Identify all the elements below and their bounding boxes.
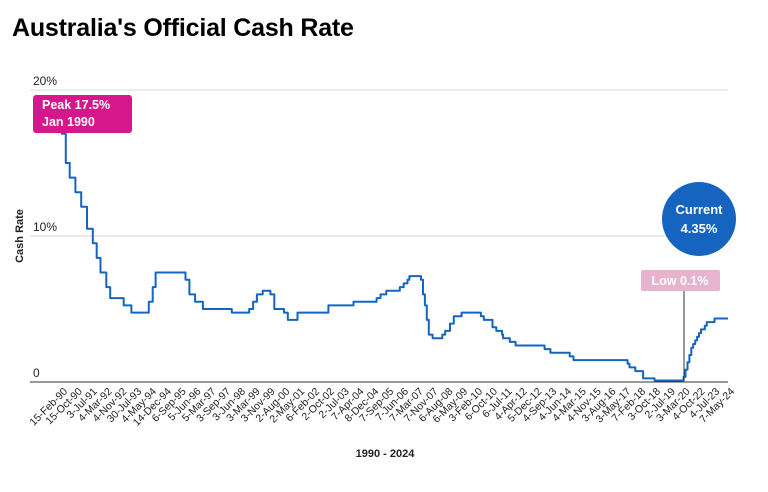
current-bubble-line1: Current [676, 202, 724, 217]
chart-title: Australia's Official Cash Rate [12, 14, 354, 42]
peak-callout: Peak 17.5% Jan 1990 [33, 95, 132, 133]
gridlines [30, 89, 728, 383]
cash-rate-series-line [60, 125, 728, 382]
current-bubble-line2: 4.35% [681, 221, 718, 236]
peak-callout-box [33, 95, 132, 133]
current-bubble: Current 4.35% [662, 182, 736, 256]
series-layer [60, 125, 728, 382]
low-callout: Low 0.1% [641, 270, 720, 381]
y-tick-label: 0 [33, 366, 40, 380]
annotations: Peak 17.5% Jan 1990 Current 4.35% Low 0.1% [33, 95, 736, 381]
y-axis-ticks: 0 10% 20% [33, 74, 57, 380]
peak-callout-line1: Peak 17.5% [42, 98, 110, 112]
low-callout-box [641, 270, 720, 291]
y-tick-label: 10% [33, 220, 57, 234]
y-axis-label: Cash Rate [14, 209, 26, 263]
y-tick-label: 20% [33, 74, 57, 88]
current-bubble-circle [662, 182, 736, 256]
x-axis-label: 1990 - 2024 [356, 448, 416, 460]
x-axis-ticks: 15-Feb-9015-Oct-903-Jul-914-Mar-924-Nov-… [27, 386, 737, 429]
low-callout-label: Low 0.1% [652, 274, 709, 288]
peak-callout-line2: Jan 1990 [42, 115, 95, 129]
